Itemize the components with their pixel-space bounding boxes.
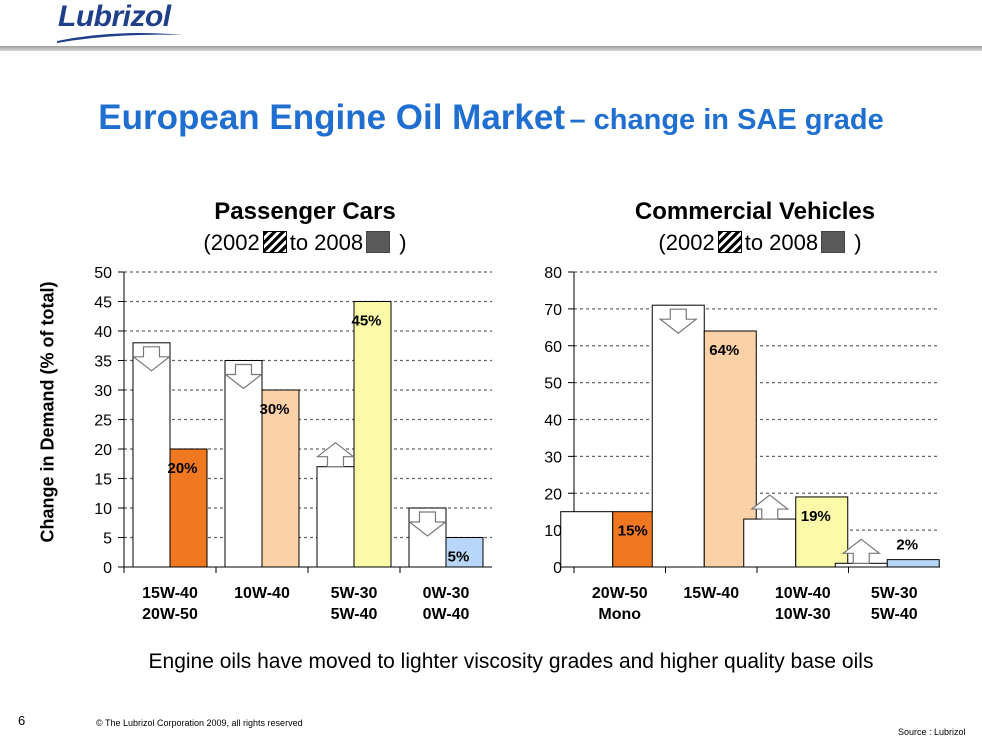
data-label: 64% — [709, 342, 739, 359]
legend-2002-swatch-icon — [717, 231, 742, 253]
y-tick-label: 70 — [544, 302, 562, 319]
x-category-label: 0W-40 — [423, 606, 470, 623]
y-tick-label: 50 — [544, 376, 562, 393]
x-category-label: 15W-40 — [683, 585, 739, 602]
bar-2008 — [886, 559, 940, 568]
bar-2002 — [651, 304, 705, 568]
trend-up-arrow-icon — [315, 441, 356, 468]
page-number: 6 — [18, 713, 26, 728]
bar-2008 — [353, 301, 392, 568]
y-tick-label: 45 — [94, 295, 112, 312]
data-label: 20% — [167, 460, 197, 477]
y-tick-label: 20 — [544, 486, 562, 503]
bar-2008 — [445, 537, 484, 568]
chart-title-commercial-vehicles: Commercial Vehicles — [634, 198, 876, 225]
data-label: 19% — [801, 508, 831, 525]
data-label: 15% — [618, 523, 648, 540]
slide-title-sub: – change in SAE grade — [569, 104, 884, 136]
y-tick-label: 15 — [94, 472, 112, 489]
data-label: 30% — [259, 401, 289, 418]
chart-legend-passenger-cars: (2002 to 2008 ) — [105, 230, 505, 256]
x-category-label: 5W-40 — [331, 606, 378, 623]
y-tick-label: 10 — [544, 523, 562, 540]
y-tick-label: 80 — [544, 265, 562, 282]
y-tick-label: 60 — [544, 339, 562, 356]
bar-2008 — [795, 496, 849, 568]
x-category-label: 10W-40 — [234, 585, 290, 602]
y-tick-label: 40 — [544, 413, 562, 430]
data-label: 45% — [351, 313, 381, 330]
trend-down-arrow-icon — [131, 346, 172, 372]
legend-2002-swatch-icon — [262, 231, 287, 253]
bar-2002 — [560, 511, 614, 568]
legend-close-label: ) — [399, 230, 407, 255]
trend-down-arrow-icon — [407, 511, 448, 537]
chart-title-passenger-cars: Passenger Cars — [214, 198, 396, 225]
x-category-label: 10W-30 — [775, 606, 831, 623]
legend-open-label: (2002 — [658, 230, 715, 255]
x-category-label: 5W-40 — [871, 606, 918, 623]
x-category-label: Mono — [598, 606, 641, 623]
bar-2002 — [224, 360, 263, 568]
bar-2008 — [261, 389, 300, 568]
data-label: 5% — [448, 549, 470, 566]
legend-close-label: ) — [854, 230, 862, 255]
x-category-label: 20W-50 — [142, 606, 198, 623]
trend-up-arrow-icon — [841, 538, 881, 564]
y-tick-label: 30 — [544, 449, 562, 466]
legend-2008-swatch-icon — [366, 231, 391, 253]
x-category-label: 20W-50 — [592, 585, 648, 602]
chart-legend-commercial-vehicles: (2002 to 2008 ) — [560, 230, 960, 256]
trend-down-arrow-icon — [223, 363, 264, 390]
legend-mid-label: to 2008 — [289, 230, 364, 255]
x-category-label: 0W-30 — [423, 585, 470, 602]
lubrizol-logo: Lubrizol — [58, 0, 171, 33]
copyright-text: © The Lubrizol Corporation 2009, all rig… — [96, 718, 303, 728]
legend-mid-label: to 2008 — [744, 230, 819, 255]
x-category-label: 5W-30 — [871, 585, 918, 602]
y-tick-label: 10 — [94, 501, 112, 518]
data-label: 2% — [896, 537, 918, 554]
y-tick-label: 50 — [94, 265, 112, 282]
slide-title: European Engine Oil Market – change in S… — [0, 98, 982, 138]
trend-down-arrow-icon — [658, 308, 698, 334]
x-category-label: 10W-40 — [775, 585, 831, 602]
y-tick-label: 25 — [94, 413, 112, 430]
y-tick-label: 0 — [103, 560, 112, 577]
y-tick-label: 40 — [94, 324, 112, 341]
bar-2008 — [169, 448, 208, 568]
header-rule — [0, 46, 982, 51]
x-category-label: 5W-30 — [331, 585, 378, 602]
y-tick-label: 0 — [553, 560, 562, 577]
x-category-label: 15W-40 — [142, 585, 198, 602]
trend-up-arrow-icon — [750, 494, 790, 520]
bar-2002 — [132, 342, 171, 568]
y-tick-label: 35 — [94, 354, 112, 371]
y-tick-label: 30 — [94, 383, 112, 400]
logo-swoosh-icon — [57, 33, 183, 43]
y-tick-label: 20 — [94, 442, 112, 459]
footer-note: Engine oils have moved to lighter viscos… — [148, 650, 874, 673]
legend-2008-swatch-icon — [821, 231, 846, 253]
bar-2002 — [743, 518, 797, 568]
legend-open-label: (2002 — [203, 230, 260, 255]
source-text: Source : Lubrizol — [898, 727, 966, 737]
slide-title-main: European Engine Oil Market — [98, 98, 566, 137]
y-tick-label: 5 — [103, 531, 112, 548]
